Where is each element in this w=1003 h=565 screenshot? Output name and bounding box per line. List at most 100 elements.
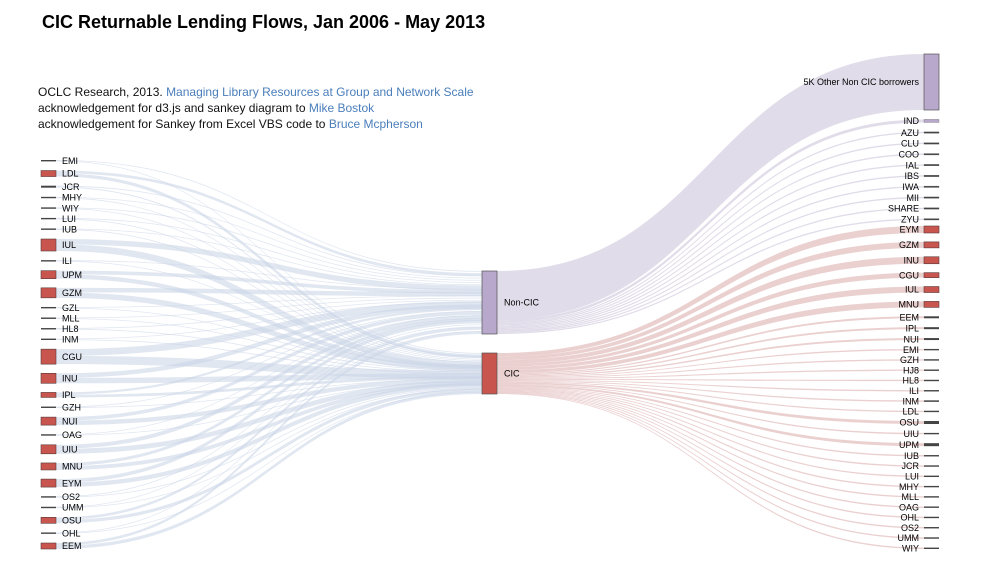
link-cic-to-cgu	[497, 272, 924, 367]
credit-oclc-link[interactable]: Managing Library Resources at Group and …	[166, 85, 474, 99]
source-label-iul: IUL	[62, 240, 76, 250]
source-node-hl8[interactable]	[41, 328, 56, 330]
cic-target-node-wiy[interactable]	[924, 547, 939, 549]
source-node-inu[interactable]	[40, 372, 57, 384]
target-node-ial[interactable]	[923, 164, 940, 166]
cic-target-node-iul[interactable]	[923, 286, 940, 293]
cic-target-node-eem[interactable]	[924, 316, 939, 319]
target-node-ind[interactable]	[923, 119, 940, 123]
target-node-ibs[interactable]	[923, 175, 940, 177]
link-ohl-to-cic	[56, 391, 482, 534]
target-node-5k-other-non-cic-borrowers[interactable]	[923, 53, 940, 111]
link-eym-to-cic	[56, 383, 482, 488]
source-node-gzm[interactable]	[40, 287, 57, 299]
cic-target-node-mll[interactable]	[924, 496, 939, 498]
cic-target-node-hl8[interactable]	[924, 379, 939, 382]
middle-node-cic[interactable]	[481, 352, 498, 395]
source-node-uiu[interactable]	[40, 444, 57, 455]
target-label-5k-other-non-cic-borrowers: 5K Other Non CIC borrowers	[803, 77, 919, 87]
cic-target-node-mnu[interactable]	[923, 301, 940, 308]
source-node-nui[interactable]	[40, 416, 57, 426]
source-node-umm[interactable]	[41, 506, 56, 509]
source-node-inm[interactable]	[41, 338, 56, 340]
cic-target-node-gzm[interactable]	[923, 241, 940, 249]
source-node-eem[interactable]	[40, 542, 57, 550]
cic-target-node-os2[interactable]	[924, 527, 939, 529]
target-node-mii[interactable]	[923, 196, 940, 199]
link-iub-to-non-cic	[56, 228, 482, 286]
link-ipl-to-cic	[56, 376, 482, 398]
cic-target-node-cgu[interactable]	[923, 272, 940, 278]
link-hl8-to-non-cic	[56, 299, 482, 329]
source-node-gzl[interactable]	[41, 306, 56, 309]
source-node-iul[interactable]	[40, 238, 57, 252]
link-nui-to-non-cic	[56, 311, 482, 421]
cic-target-label-gzh: GZH	[900, 355, 919, 365]
source-label-eem: EEM	[62, 541, 82, 551]
credit-excel-link[interactable]: Bruce Mcpherson	[328, 117, 423, 131]
source-node-ipl[interactable]	[40, 392, 57, 398]
link-uiu-to-non-cic	[56, 315, 482, 449]
source-node-osu[interactable]	[40, 517, 57, 524]
cic-target-node-jcr[interactable]	[924, 465, 939, 467]
cic-target-node-iub[interactable]	[924, 455, 939, 457]
link-mhy-to-cic	[56, 197, 482, 359]
cic-target-node-upm[interactable]	[924, 443, 939, 447]
cic-target-node-mhy[interactable]	[924, 485, 939, 488]
target-node-azu[interactable]	[923, 131, 940, 134]
cic-target-node-emi[interactable]	[924, 348, 939, 351]
source-node-ohl[interactable]	[41, 532, 56, 534]
credit-d3-link[interactable]: Mike Bostok	[308, 101, 375, 115]
target-node-zyu[interactable]	[923, 218, 940, 221]
source-node-mnu[interactable]	[40, 462, 57, 471]
cic-target-node-lui[interactable]	[924, 475, 939, 478]
source-node-oag[interactable]	[41, 434, 56, 436]
cic-target-node-umm[interactable]	[924, 537, 939, 539]
source-node-gzh[interactable]	[41, 406, 56, 408]
cic-target-node-ldl[interactable]	[924, 410, 939, 413]
target-node-iwa[interactable]	[923, 185, 940, 188]
link-non-cic-to-share	[497, 207, 924, 333]
cic-target-node-nui[interactable]	[924, 338, 939, 341]
source-node-mll[interactable]	[41, 317, 56, 319]
source-node-iub[interactable]	[41, 228, 56, 230]
link-iul-to-non-cic	[56, 239, 482, 291]
target-node-coo[interactable]	[923, 153, 940, 156]
middle-label-non-cic: Non-CIC	[504, 298, 540, 308]
source-node-cgu[interactable]	[40, 348, 57, 365]
cic-target-node-uiu[interactable]	[924, 432, 939, 435]
source-node-ili[interactable]	[41, 260, 56, 262]
link-cic-to-uiu	[497, 383, 924, 435]
source-node-lui[interactable]	[41, 217, 56, 220]
source-label-nui: NUI	[62, 416, 78, 426]
middle-node-non-cic[interactable]	[481, 270, 498, 335]
cic-target-node-osu[interactable]	[924, 421, 939, 425]
target-node-clu[interactable]	[923, 142, 940, 145]
cic-target-node-hj8[interactable]	[924, 369, 939, 371]
source-node-emi[interactable]	[41, 160, 56, 162]
cic-target-node-inm[interactable]	[924, 400, 939, 402]
source-node-upm[interactable]	[40, 270, 57, 279]
cic-target-node-ipl[interactable]	[924, 327, 939, 330]
cic-target-node-gzh[interactable]	[924, 359, 939, 361]
source-label-gzl: GZL	[62, 303, 80, 313]
source-node-eym[interactable]	[40, 478, 57, 488]
link-lui-to-non-cic	[56, 217, 482, 283]
link-cic-to-iul	[497, 286, 924, 371]
cic-target-label-jcr: JCR	[902, 461, 920, 471]
cic-target-node-ili[interactable]	[924, 390, 939, 392]
source-node-mhy[interactable]	[41, 196, 56, 199]
source-node-jcr[interactable]	[41, 185, 56, 188]
source-node-wiy[interactable]	[41, 207, 56, 209]
link-jcr-to-cic	[56, 186, 482, 357]
cic-target-node-inu[interactable]	[923, 256, 940, 265]
target-node-share[interactable]	[923, 207, 940, 210]
cic-target-node-eym[interactable]	[923, 225, 940, 234]
source-node-os2[interactable]	[41, 496, 56, 498]
cic-target-node-oag[interactable]	[924, 506, 939, 508]
source-node-ldl[interactable]	[40, 170, 57, 177]
link-cic-to-ldl	[497, 381, 924, 413]
link-mnu-to-cic	[56, 382, 482, 470]
cic-target-node-ohl[interactable]	[924, 516, 939, 519]
link-cic-to-ili	[497, 379, 924, 392]
